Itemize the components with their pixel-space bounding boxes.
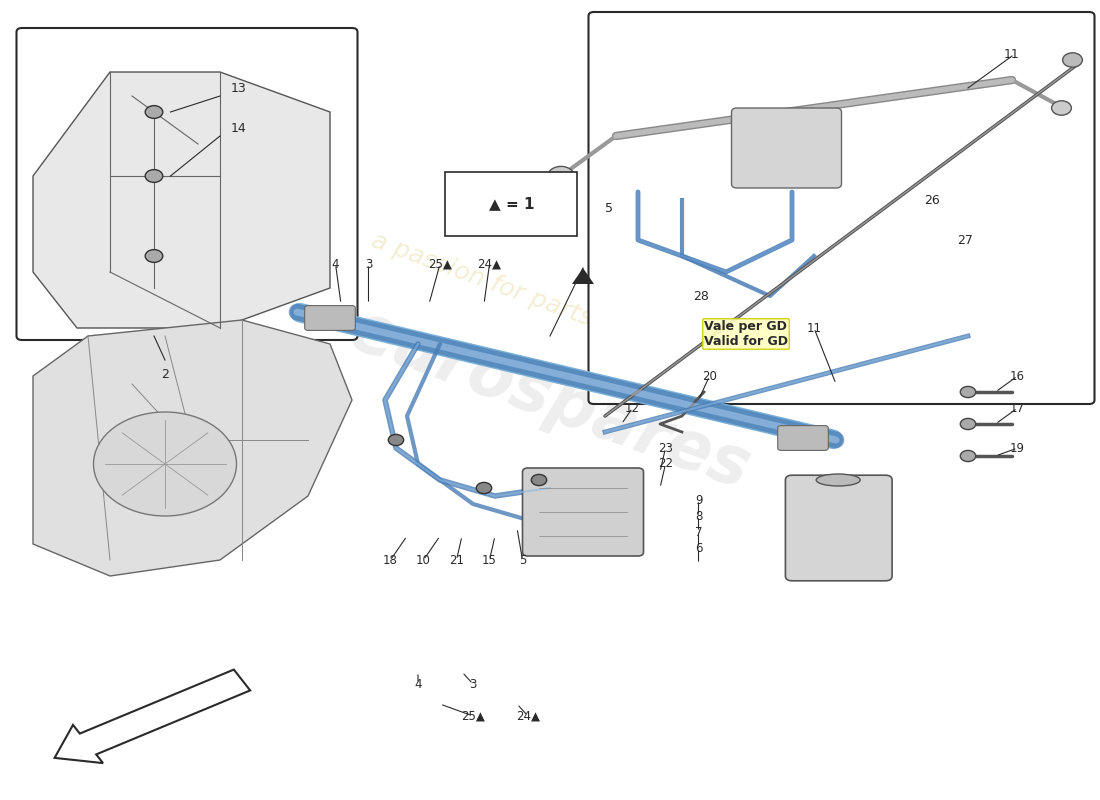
Circle shape (145, 106, 163, 118)
Text: 4: 4 (332, 258, 339, 270)
Text: 9: 9 (695, 494, 702, 506)
FancyArrow shape (55, 670, 250, 763)
Text: 24▲: 24▲ (516, 710, 540, 722)
Text: 20: 20 (702, 370, 717, 382)
Text: 26: 26 (924, 194, 939, 206)
Circle shape (145, 250, 163, 262)
Text: 17: 17 (1010, 402, 1025, 414)
Text: 15: 15 (482, 554, 497, 566)
Text: a passion for parts since 1985: a passion for parts since 1985 (368, 228, 732, 380)
Text: 25▲: 25▲ (461, 710, 485, 722)
FancyBboxPatch shape (778, 426, 828, 450)
Text: 6: 6 (695, 542, 702, 554)
FancyBboxPatch shape (305, 306, 355, 330)
Text: 21: 21 (449, 554, 464, 566)
Text: 4: 4 (415, 678, 421, 690)
FancyBboxPatch shape (16, 28, 358, 340)
Polygon shape (33, 72, 330, 328)
Text: 25▲: 25▲ (428, 258, 452, 270)
Circle shape (1052, 101, 1071, 115)
FancyBboxPatch shape (522, 468, 644, 556)
Text: 3: 3 (365, 258, 372, 270)
Circle shape (960, 450, 976, 462)
Circle shape (548, 166, 574, 186)
Text: 11: 11 (806, 322, 822, 334)
Text: Vale per GD
Valid for GD: Vale per GD Valid for GD (704, 320, 788, 348)
Text: 10: 10 (416, 554, 431, 566)
Text: 5: 5 (605, 202, 613, 214)
Circle shape (94, 412, 236, 516)
Circle shape (1063, 53, 1082, 67)
Text: 5: 5 (519, 554, 526, 566)
Circle shape (476, 482, 492, 494)
Text: 23: 23 (658, 442, 673, 454)
Text: 16: 16 (1010, 370, 1025, 382)
Text: 24▲: 24▲ (477, 258, 502, 270)
Text: 3: 3 (470, 678, 476, 690)
Text: 28: 28 (693, 290, 708, 302)
Text: ▲ = 1: ▲ = 1 (488, 197, 535, 211)
Circle shape (531, 474, 547, 486)
FancyBboxPatch shape (732, 108, 842, 188)
Text: 19: 19 (1010, 442, 1025, 454)
Text: 7: 7 (695, 526, 702, 538)
Text: 11: 11 (1004, 48, 1020, 61)
Circle shape (960, 386, 976, 398)
Text: 18: 18 (383, 554, 398, 566)
Polygon shape (572, 268, 594, 284)
Text: 2: 2 (161, 368, 169, 381)
FancyBboxPatch shape (785, 475, 892, 581)
Text: 13: 13 (231, 82, 246, 94)
Text: 12: 12 (625, 402, 640, 414)
Text: eurospares: eurospares (341, 297, 759, 503)
Circle shape (388, 434, 404, 446)
FancyBboxPatch shape (588, 12, 1094, 404)
Text: 14: 14 (231, 122, 246, 134)
Circle shape (960, 418, 976, 430)
Text: 22: 22 (658, 458, 673, 470)
FancyBboxPatch shape (446, 172, 578, 236)
Polygon shape (33, 320, 352, 576)
FancyArrowPatch shape (299, 313, 834, 439)
Ellipse shape (816, 474, 860, 486)
Text: 27: 27 (957, 234, 972, 246)
Circle shape (145, 170, 163, 182)
Text: 8: 8 (695, 510, 702, 522)
